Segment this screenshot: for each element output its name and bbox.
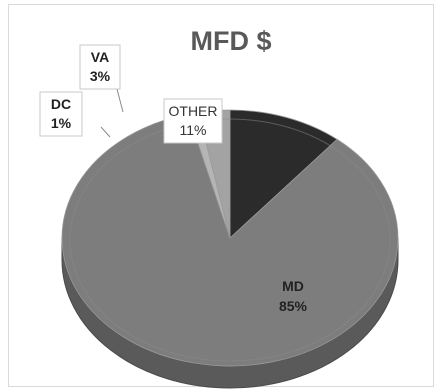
dc-leader-line [100, 126, 111, 138]
data-label-other: OTHER 11% [163, 98, 223, 144]
label-dc-name: DC [51, 96, 71, 112]
data-label-va: VA 3% [79, 44, 121, 90]
label-other-value: 11% [180, 122, 207, 138]
data-label-md: MD 85% [279, 278, 308, 314]
label-va-name: VA [91, 49, 109, 65]
pie-slice-md [61, 113, 399, 367]
data-label-dc: DC 1% [39, 91, 83, 137]
pie-slice-other [229, 109, 338, 239]
pie-rim-highlight [69, 118, 391, 362]
chart-title: MFD $ [191, 26, 272, 56]
va-leader-line [116, 88, 124, 113]
label-md-value: 85% [279, 298, 308, 314]
label-other-name: OTHER [169, 103, 218, 119]
label-dc-value: 1% [51, 115, 72, 131]
label-va-value: 3% [90, 68, 111, 84]
label-md-name: MD [282, 278, 304, 294]
